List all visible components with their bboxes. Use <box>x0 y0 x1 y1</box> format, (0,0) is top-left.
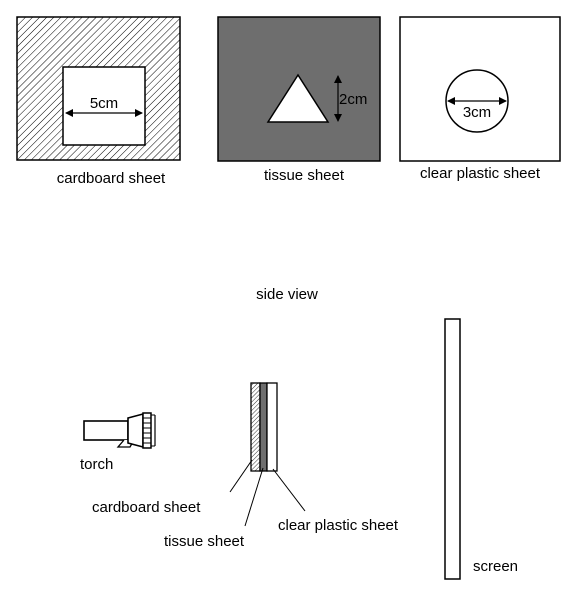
screen-label: screen <box>473 558 518 575</box>
tissue-triangle-hole <box>266 73 330 123</box>
sheet-stack-side <box>250 382 278 472</box>
plastic-side-label: clear plastic sheet <box>278 517 399 534</box>
torch-label: torch <box>80 456 113 473</box>
cardboard-side-edge <box>250 382 261 472</box>
plastic-leader-line <box>272 468 306 512</box>
cardboard-side-label: cardboard sheet <box>92 499 201 516</box>
plastic-side-edge <box>266 382 278 472</box>
plastic-caption: clear plastic sheet <box>420 165 541 182</box>
cardboard-sheet-front: 5cm <box>16 16 181 161</box>
cardboard-leader-line <box>229 459 253 493</box>
plastic-measure-label: 3cm <box>463 104 491 121</box>
tissue-side-label: tissue sheet <box>164 533 245 550</box>
tissue-sheet-front: 2cm <box>217 16 381 162</box>
plastic-sheet-front: 3cm <box>399 16 561 162</box>
screen-panel <box>444 318 461 580</box>
cardboard-square-hole <box>62 66 146 146</box>
tissue-measure-label: 2cm <box>339 91 367 108</box>
tissue-caption: tissue sheet <box>264 167 345 184</box>
side-view-title: side view <box>256 286 318 303</box>
cardboard-measure-label: 5cm <box>90 95 118 112</box>
torch-icon <box>83 412 156 449</box>
tissue-leader-line <box>244 467 264 527</box>
tissue-side-edge <box>259 382 268 472</box>
cardboard-caption: cardboard sheet <box>57 170 166 187</box>
